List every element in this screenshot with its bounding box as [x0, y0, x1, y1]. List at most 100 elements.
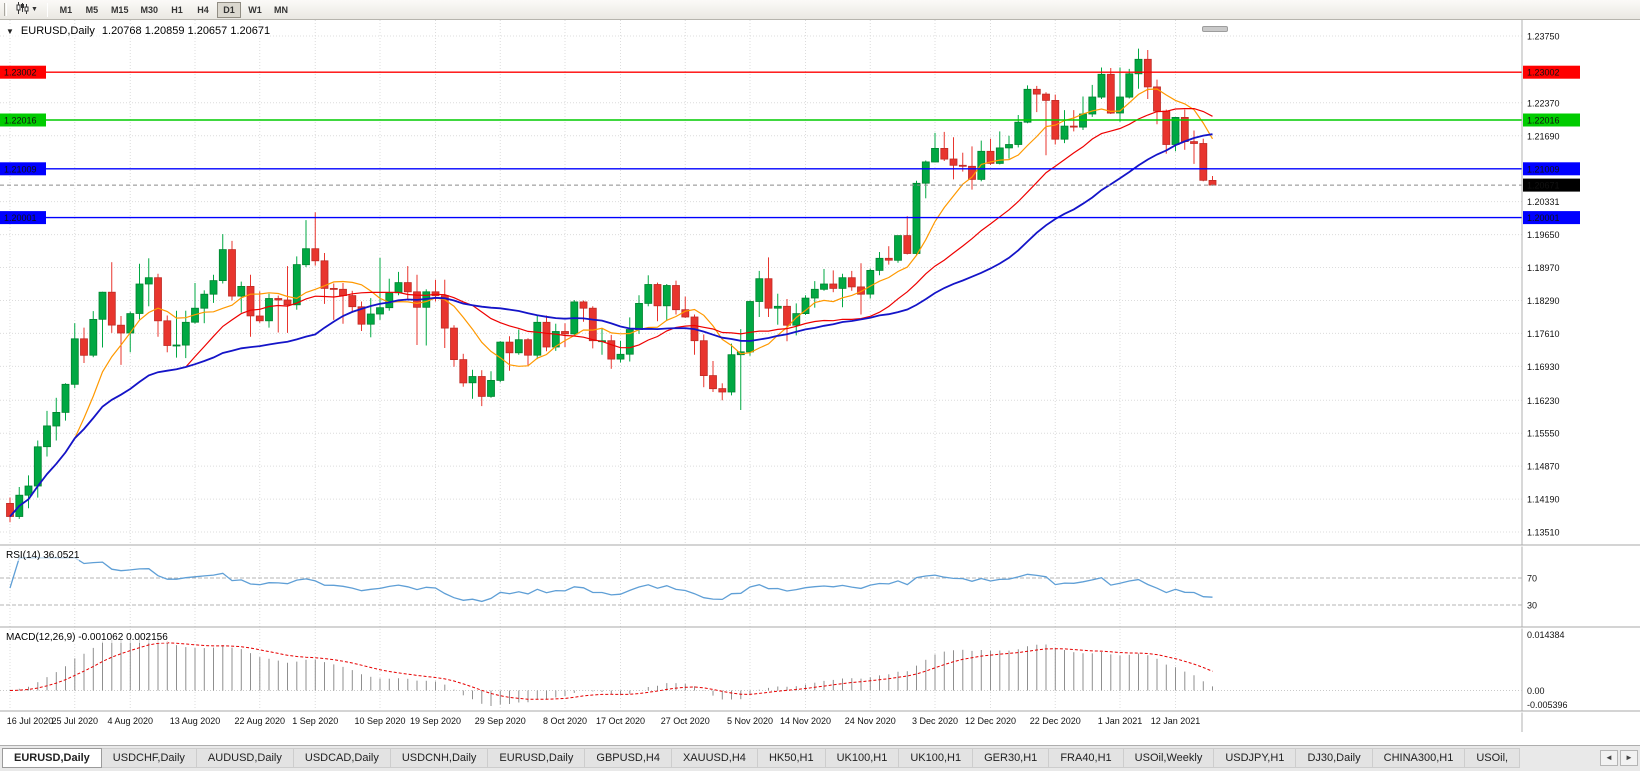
svg-text:16 Jul 2020: 16 Jul 2020 — [7, 716, 54, 726]
svg-text:1.15550: 1.15550 — [1527, 429, 1560, 439]
svg-text:1.23750: 1.23750 — [1527, 32, 1560, 42]
timeframe-button-m5[interactable]: M5 — [80, 2, 104, 18]
timeframe-button-h4[interactable]: H4 — [191, 2, 215, 18]
timeframe-buttons: M1 M5 M15 M30 H1 H4 D1 W1 MN — [53, 1, 294, 18]
svg-text:1.18970: 1.18970 — [1527, 263, 1560, 273]
svg-text:12 Jan 2021: 12 Jan 2021 — [1151, 716, 1201, 726]
timeframe-button-m1[interactable]: M1 — [54, 2, 78, 18]
chart-tabs-bar: EURUSD,Daily USDCHF,Daily AUDUSD,Daily USDC… — [0, 745, 1640, 771]
chart-tab-0-eurusd-daily[interactable]: EURUSD,Daily — [2, 748, 102, 768]
timeframe-button-mn[interactable]: MN — [269, 2, 293, 18]
chart-tab-3-usdcad-daily[interactable]: USDCAD,Daily — [293, 748, 391, 768]
chart-tab-17-usoil-[interactable]: USOil, — [1465, 748, 1521, 768]
svg-text:1.22370: 1.22370 — [1527, 98, 1560, 108]
svg-text:22 Dec 2020: 22 Dec 2020 — [1030, 716, 1081, 726]
chart-tab-9-uk100-h1[interactable]: UK100,H1 — [825, 748, 900, 768]
svg-text:1.19650: 1.19650 — [1527, 230, 1560, 240]
chart-ohlc-label: 1.20768 1.20859 1.20657 1.20671 — [101, 25, 271, 37]
svg-text:3 Dec 2020: 3 Dec 2020 — [912, 716, 958, 726]
chart-symbol-label: EURUSD,Daily — [20, 25, 95, 37]
svg-text:29 Sep 2020: 29 Sep 2020 — [475, 716, 526, 726]
timeframe-button-w1[interactable]: W1 — [243, 2, 267, 18]
svg-text:1.14870: 1.14870 — [1527, 462, 1560, 472]
chart-tab-13-usoil-weekly[interactable]: USOil,Weekly — [1123, 748, 1215, 768]
svg-text:0.014384: 0.014384 — [1527, 630, 1565, 640]
svg-text:1.20331: 1.20331 — [1527, 197, 1560, 207]
chart-tab-2-audusd-daily[interactable]: AUDUSD,Daily — [196, 748, 294, 768]
svg-text:1.20671: 1.20671 — [1527, 181, 1560, 191]
chevron-down-icon: ▼ — [31, 6, 38, 13]
svg-text:1.22016: 1.22016 — [4, 116, 37, 126]
chart-tab-6-gbpusd-h4[interactable]: GBPUSD,H4 — [585, 748, 672, 768]
svg-text:1.14190: 1.14190 — [1527, 495, 1560, 505]
chart-header: ▼ EURUSD,Daily 1.20768 1.20859 1.20657 1… — [6, 25, 271, 37]
timeframe-button-m30[interactable]: M30 — [135, 2, 163, 18]
svg-text:1.16230: 1.16230 — [1527, 396, 1560, 406]
svg-text:1.13510: 1.13510 — [1527, 528, 1560, 538]
svg-text:1.17610: 1.17610 — [1527, 329, 1560, 339]
timeframe-button-d1[interactable]: D1 — [216, 1, 241, 18]
chart-tab-16-china300-h1[interactable]: CHINA300,H1 — [1372, 748, 1466, 768]
price-chart[interactable]: 1.23002 1.23002 1.22016 1.22016 1.21009 1.210… — [0, 20, 1640, 745]
svg-text:22 Aug 2020: 22 Aug 2020 — [235, 716, 286, 726]
chart-tab-11-ger30-h1[interactable]: GER30,H1 — [973, 748, 1050, 768]
svg-text:1.23002: 1.23002 — [1527, 68, 1560, 78]
chart-tab-4-usdcnh-daily[interactable]: USDCNH,Daily — [390, 748, 489, 768]
svg-text:1.18290: 1.18290 — [1527, 296, 1560, 306]
svg-text:1.21009: 1.21009 — [4, 164, 37, 174]
rsi-indicator-label: RSI(14) 36.0521 — [6, 550, 80, 561]
svg-text:1.21009: 1.21009 — [1527, 164, 1560, 174]
svg-text:1.20001: 1.20001 — [4, 213, 37, 223]
svg-text:17 Oct 2020: 17 Oct 2020 — [596, 716, 645, 726]
candlestick-chart-icon — [16, 2, 29, 17]
one-click-trading-toggle[interactable]: ▼ — [6, 26, 14, 36]
svg-text:27 Oct 2020: 27 Oct 2020 — [661, 716, 710, 726]
current-price-line: 1.20671 — [0, 178, 1580, 192]
svg-text:14 Nov 2020: 14 Nov 2020 — [780, 716, 831, 726]
macd-indicator-label: MACD(12,26,9) -0.001062 0.002156 — [6, 632, 168, 643]
rsi-panel: 70 30 — [0, 557, 1537, 611]
chart-tab-1-usdchf-daily[interactable]: USDCHF,Daily — [101, 748, 197, 768]
svg-text:25 Jul 2020: 25 Jul 2020 — [52, 716, 99, 726]
chart-grid — [0, 20, 1522, 710]
svg-text:12 Dec 2020: 12 Dec 2020 — [965, 716, 1016, 726]
svg-text:1.22016: 1.22016 — [1527, 116, 1560, 126]
svg-text:30: 30 — [1527, 601, 1537, 611]
chart-tab-12-fra40-h1[interactable]: FRA40,H1 — [1049, 748, 1124, 768]
tab-scroll-arrows: ◄ ► — [1600, 750, 1638, 766]
toolbar-separator — [46, 2, 48, 17]
chart-tab-8-hk50-h1[interactable]: HK50,H1 — [757, 748, 826, 768]
svg-text:5 Nov 2020: 5 Nov 2020 — [727, 716, 773, 726]
chart-tab-14-usdjpy-h1[interactable]: USDJPY,H1 — [1214, 748, 1297, 768]
tabs-scroll-right-button[interactable]: ► — [1620, 750, 1638, 766]
svg-text:1.23002: 1.23002 — [4, 68, 37, 78]
chart-window[interactable]: 1.23002 1.23002 1.22016 1.22016 1.21009 1.210… — [0, 20, 1640, 745]
chart-tab-10-uk100-h1[interactable]: UK100,H1 — [899, 748, 974, 768]
macd-panel: 0.014384 0.00 -0.005396 — [0, 630, 1568, 710]
svg-text:13 Aug 2020: 13 Aug 2020 — [170, 716, 221, 726]
svg-text:24 Nov 2020: 24 Nov 2020 — [845, 716, 896, 726]
svg-text:1.16930: 1.16930 — [1527, 362, 1560, 372]
timeframe-button-m15[interactable]: M15 — [106, 2, 134, 18]
svg-text:70: 70 — [1527, 574, 1537, 584]
chart-tab-7-xauusd-h4[interactable]: XAUUSD,H4 — [671, 748, 758, 768]
svg-text:1.21690: 1.21690 — [1527, 131, 1560, 141]
chart-type-button[interactable]: ▼ — [12, 1, 42, 18]
timeframe-button-h1[interactable]: H1 — [165, 2, 189, 18]
svg-text:8 Oct 2020: 8 Oct 2020 — [543, 716, 587, 726]
tabs-scroll-left-button[interactable]: ◄ — [1600, 750, 1618, 766]
svg-text:-0.005396: -0.005396 — [1527, 700, 1568, 710]
chart-tab-5-eurusd-daily[interactable]: EURUSD,Daily — [488, 748, 586, 768]
svg-text:1.20001: 1.20001 — [1527, 213, 1560, 223]
panel-dividers — [0, 544, 1640, 713]
svg-text:1 Sep 2020: 1 Sep 2020 — [292, 716, 338, 726]
horizontal-line-objects: 1.23002 1.23002 1.22016 1.22016 1.21009 1.210… — [0, 65, 1580, 225]
svg-text:0.00: 0.00 — [1527, 686, 1545, 696]
chart-tab-15-dj30-daily[interactable]: DJ30,Daily — [1296, 748, 1373, 768]
chart-tabs: EURUSD,Daily USDCHF,Daily AUDUSD,Daily USDC… — [0, 748, 1598, 768]
toolbar-grip[interactable] — [4, 3, 7, 16]
chart-hscrollbar-thumb[interactable] — [1202, 26, 1228, 32]
timeframes-toolbar: ▼ M1 M5 M15 M30 H1 H4 D1 W1 MN — [0, 0, 1640, 20]
